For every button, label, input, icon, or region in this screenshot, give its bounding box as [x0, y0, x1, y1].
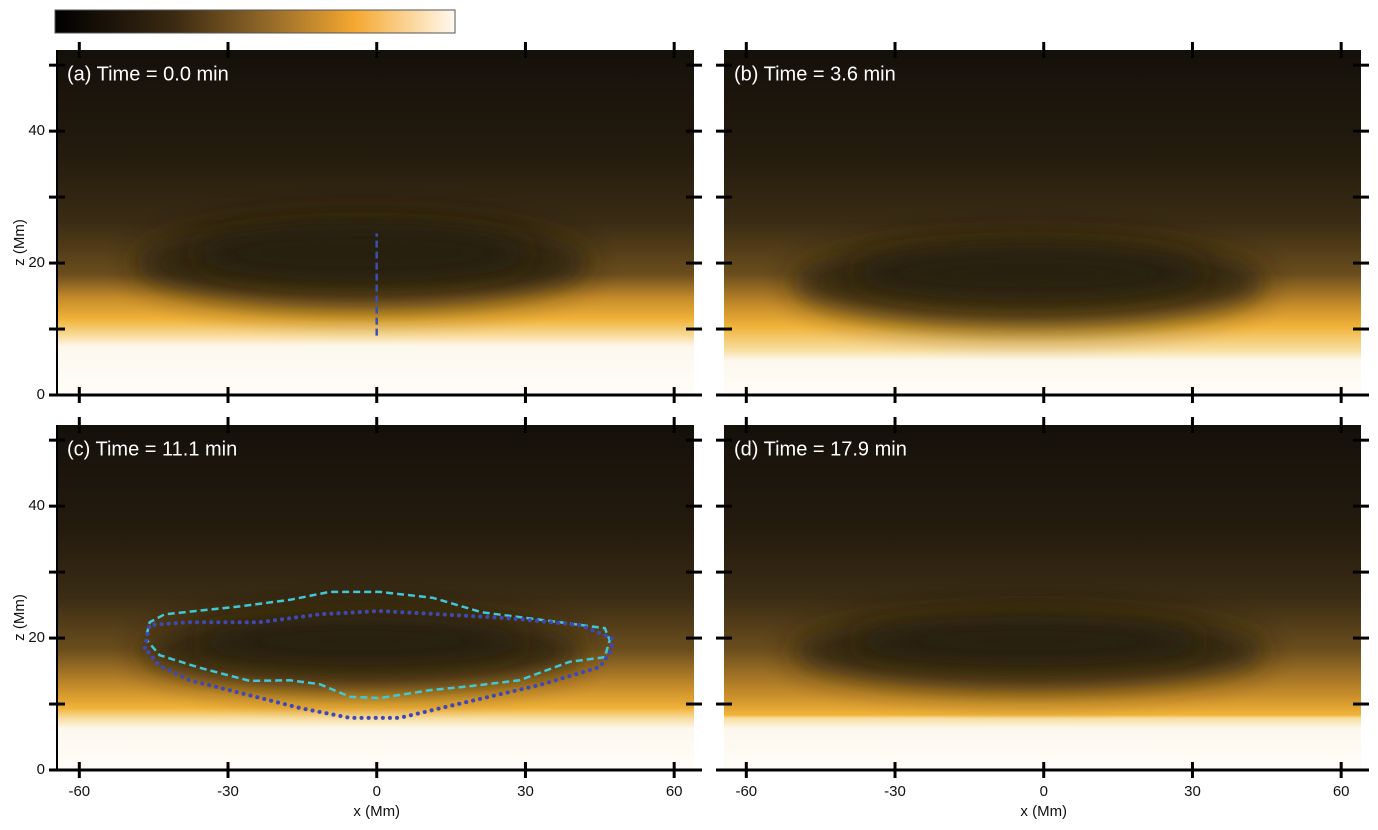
y-tick-label: 20 — [28, 254, 45, 271]
x-axis-label: x (Mm) — [1020, 803, 1067, 820]
dark-cavity-core — [850, 617, 1208, 666]
x-tick-label: -60 — [68, 783, 90, 800]
x-tick-label: 0 — [1040, 783, 1048, 800]
y-axis-label: z (Mm) — [11, 594, 28, 641]
dark-cavity-core — [190, 225, 533, 281]
contour — [145, 590, 612, 700]
panel — [724, 50, 1361, 395]
heatmap — [57, 425, 694, 770]
x-tick-label: -60 — [735, 783, 757, 800]
panel-title: (d) Time = 17.9 min — [734, 438, 907, 460]
heatmap — [724, 425, 1361, 770]
heatmap — [724, 50, 1361, 395]
panel — [57, 50, 694, 395]
x-tick-label: -30 — [217, 783, 239, 800]
x-tick-label: 30 — [517, 783, 534, 800]
y-tick-label: 0 — [37, 761, 45, 778]
x-tick-label: 30 — [1184, 783, 1201, 800]
x-tick-label: 60 — [1333, 783, 1350, 800]
panel — [724, 425, 1361, 770]
panel-title: (c) Time = 11.1 min — [67, 438, 237, 460]
panel — [57, 425, 694, 770]
x-tick-label: 0 — [373, 783, 381, 800]
panel-title: (b) Time = 3.6 min — [734, 63, 896, 85]
panel-title: (a) Time = 0.0 min — [67, 63, 229, 85]
x-axis-label: x (Mm) — [353, 803, 400, 820]
y-axis-label: z (Mm) — [11, 219, 28, 266]
y-tick-label: 20 — [28, 629, 45, 646]
dark-cavity-core — [194, 617, 530, 666]
x-tick-label: 60 — [666, 783, 683, 800]
colorbar — [54, 9, 456, 34]
dark-cavity-core — [850, 245, 1208, 301]
y-tick-label: 0 — [37, 386, 45, 403]
y-tick-label: 40 — [28, 122, 45, 139]
x-tick-label: -30 — [884, 783, 906, 800]
y-tick-label: 40 — [28, 497, 45, 514]
